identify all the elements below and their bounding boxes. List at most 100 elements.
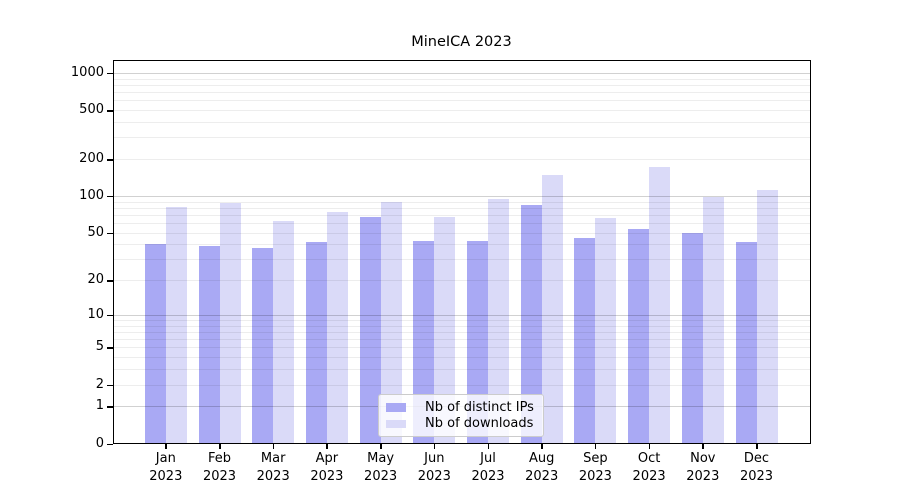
x-axis-tick-label: Feb 2023 — [202, 451, 237, 484]
x-axis-tick-label: Jan 2023 — [149, 451, 183, 484]
y-axis-tick — [106, 406, 113, 408]
gridline-minor — [113, 347, 810, 349]
gridline-minor — [113, 331, 810, 333]
x-axis-tick-label: Sep 2023 — [578, 451, 612, 484]
x-axis-tick-label: Aug 2023 — [525, 451, 559, 484]
bar-downloads-sep — [595, 217, 617, 443]
y-axis-tick — [106, 232, 113, 235]
bar-distinct-ips-nov — [681, 232, 703, 443]
x-axis-tick — [756, 444, 758, 449]
gridline-minor — [113, 214, 810, 216]
gridline-minor — [113, 122, 810, 123]
gridline-major — [113, 72, 810, 74]
y-axis-tick — [106, 195, 113, 198]
x-axis-tick-label: Dec 2023 — [739, 451, 774, 484]
y-axis-tick — [106, 314, 113, 317]
gridline-minor — [113, 232, 810, 234]
chart-title: MineICA 2023 — [411, 34, 512, 50]
gridline-minor — [113, 384, 810, 386]
axis-spine-top — [112, 59, 811, 61]
gridline-minor — [113, 369, 810, 371]
legend-label-distinct-ips: Nb of distinct IPs — [425, 399, 534, 415]
bar-distinct-ips-jan — [144, 244, 166, 443]
bar-distinct-ips-feb — [198, 245, 220, 443]
bar-distinct-ips-may — [359, 217, 381, 443]
y-axis-tick — [106, 384, 113, 387]
y-axis-tick — [106, 280, 113, 282]
x-axis-tick — [702, 444, 704, 449]
bar-distinct-ips-mar — [252, 248, 274, 443]
x-axis-tick — [326, 444, 328, 449]
x-axis-tick — [380, 444, 382, 449]
gridline-minor — [113, 92, 810, 94]
gridline-minor — [113, 110, 810, 112]
y-axis-tick-label: 2 — [95, 376, 104, 392]
bar-distinct-ips-sep — [574, 238, 596, 443]
x-axis-tick — [594, 444, 597, 449]
legend-item-downloads: Nb of downloads — [386, 416, 535, 432]
legend-item-distinct-ips: Nb of distinct IPs — [386, 399, 535, 415]
gridline-minor — [113, 201, 810, 203]
y-axis-tick — [106, 110, 113, 112]
axis-spine-bottom — [112, 443, 811, 445]
x-axis-tick — [272, 444, 275, 449]
bar-downloads-oct — [649, 167, 671, 443]
legend-swatch-downloads-icon — [386, 419, 406, 428]
y-axis-tick-label: 200 — [79, 151, 104, 167]
y-axis-tick — [106, 159, 113, 161]
bar-downloads-feb — [219, 202, 241, 443]
gridline-minor — [113, 159, 810, 161]
gridline-minor — [113, 84, 810, 86]
y-axis-tick — [106, 347, 113, 349]
legend-swatch-distinct-ips-icon — [386, 403, 406, 412]
y-axis-tick-label: 50 — [87, 224, 104, 240]
x-axis-tick — [219, 444, 221, 449]
x-axis-tick-label: May 2023 — [364, 451, 398, 484]
x-axis-tick-label: Mar 2023 — [256, 451, 290, 484]
bar-downloads-dec — [756, 189, 778, 443]
gridline-minor — [113, 325, 810, 327]
bar-distinct-ips-jun — [413, 240, 435, 443]
gridline-minor — [113, 100, 810, 102]
gridline-major — [113, 195, 810, 197]
bar-downloads-jan — [165, 207, 187, 443]
x-axis-tick — [541, 444, 543, 449]
bar-downloads-jun — [434, 217, 456, 443]
x-axis-tick — [165, 444, 167, 449]
y-axis-tick-label: 100 — [79, 187, 104, 203]
gridline-minor — [113, 320, 810, 321]
y-axis-tick-label: 1 — [95, 398, 104, 414]
bar-distinct-ips-aug — [520, 205, 542, 443]
gridline-minor — [113, 207, 810, 209]
x-axis-tick — [433, 444, 436, 449]
bar-distinct-ips-jul — [467, 240, 488, 443]
legend: Nb of distinct IPs Nb of downloads — [378, 394, 544, 437]
y-axis-tick-label: 0 — [95, 435, 104, 451]
bar-distinct-ips-apr — [305, 241, 327, 443]
bar-distinct-ips-oct — [628, 228, 650, 443]
x-axis-tick-label: Jul 2023 — [471, 451, 505, 484]
bar-downloads-jul — [488, 199, 509, 443]
gridline-minor — [113, 339, 810, 341]
gridline-minor — [113, 78, 810, 80]
x-axis-tick — [487, 444, 489, 449]
y-axis-tick-label: 20 — [87, 272, 104, 288]
y-axis-tick — [106, 443, 113, 445]
gridline-minor — [113, 357, 810, 359]
x-axis-tick-label: Jun 2023 — [417, 451, 451, 484]
x-axis-tick-label: Apr 2023 — [310, 451, 344, 484]
bar-downloads-aug — [541, 174, 563, 443]
bar-downloads-nov — [702, 196, 724, 443]
x-axis-tick — [648, 444, 651, 449]
y-axis-tick — [106, 72, 113, 75]
gridline-minor — [113, 137, 810, 139]
gridline-minor — [113, 280, 810, 282]
bar-distinct-ips-dec — [735, 241, 757, 443]
y-axis-tick-label: 500 — [79, 102, 104, 118]
bar-downloads-apr — [326, 211, 348, 443]
